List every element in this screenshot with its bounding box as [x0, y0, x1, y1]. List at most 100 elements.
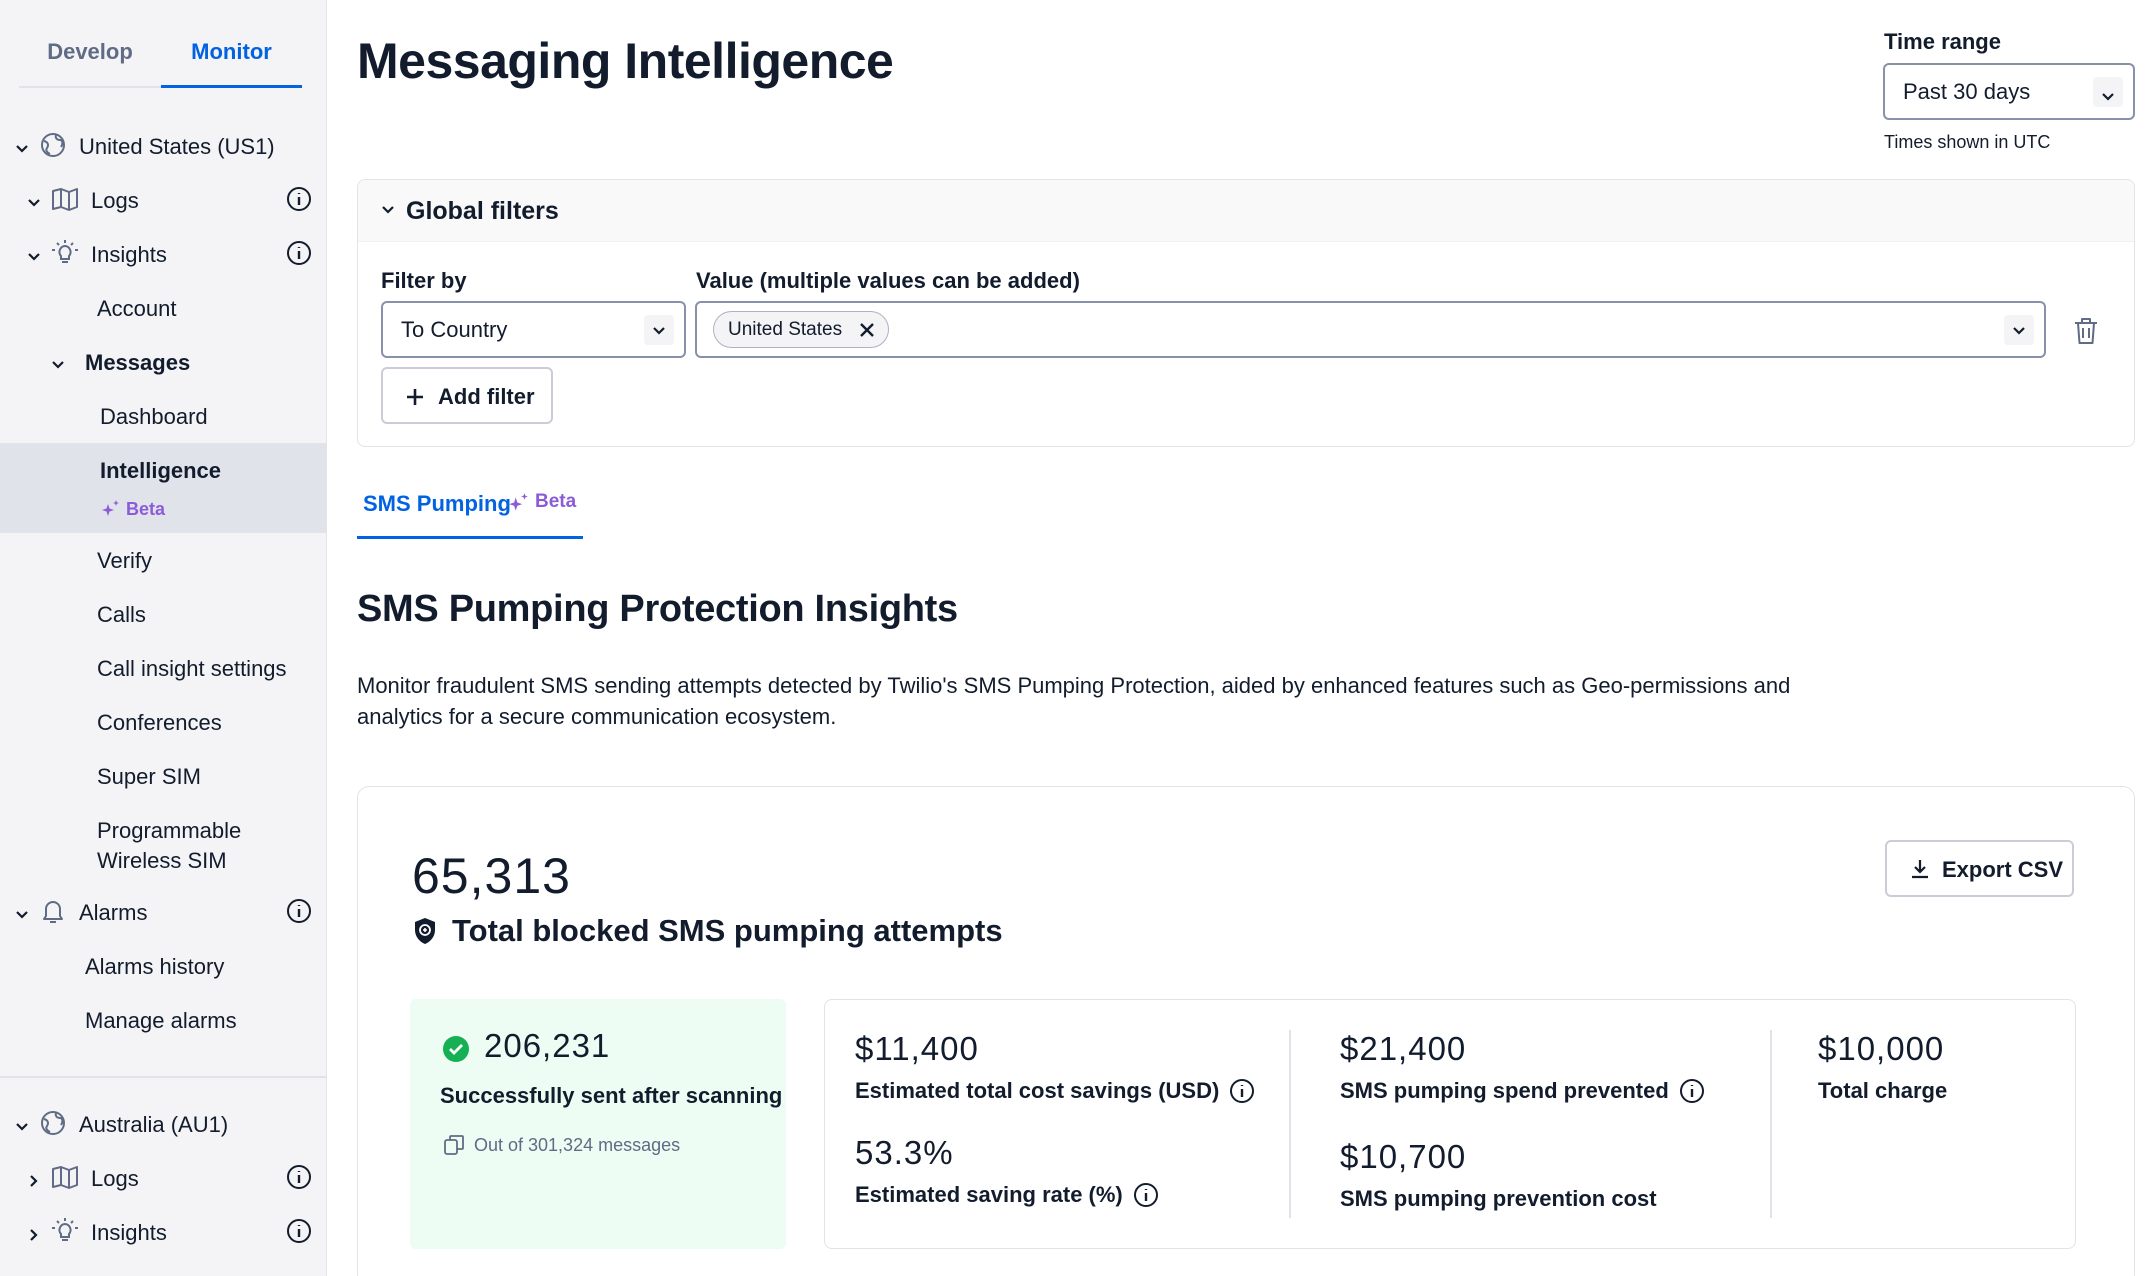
sent-after-scanning-label: Successfully sent after scanning	[440, 1083, 783, 1108]
metric-label: SMS pumping spend prevented	[1340, 1078, 1705, 1104]
time-range-select[interactable]: Past 30 days	[1883, 63, 2135, 120]
sidebar-item-au-insights[interactable]: Insights	[0, 1218, 326, 1250]
sidebar-item-label: Alarms history	[85, 954, 225, 979]
sidebar-item-label: Logs	[91, 188, 139, 213]
sidebar-item-label: Logs	[91, 1166, 139, 1191]
metric-prevention-cost: $10,700 SMS pumping prevention cost	[1340, 1138, 1657, 1212]
metric-label-text: Estimated saving rate (%)	[855, 1182, 1123, 1207]
sidebar-item-alarms-history[interactable]: Alarms history	[0, 954, 326, 984]
info-icon[interactable]	[1679, 1078, 1705, 1104]
chevron-down-icon	[2013, 327, 2025, 335]
sidebar-item-intelligence-label: Intelligence	[0, 458, 326, 488]
total-blocked-value: 65,313	[412, 848, 571, 904]
lightbulb-icon	[52, 1218, 78, 1241]
sidebar-item-dashboard[interactable]: Dashboard	[0, 404, 326, 434]
sidebar-divider	[0, 1076, 326, 1078]
sidebar-item-intelligence[interactable]	[0, 443, 326, 533]
metric-label-text: Total charge	[1818, 1078, 1948, 1103]
trash-icon[interactable]	[2072, 316, 2100, 346]
sidebar-item-account[interactable]: Account	[0, 296, 326, 326]
total-blocked-heading: Total blocked SMS pumping attempts	[412, 913, 1003, 949]
sidebar-item-label: Conferences	[97, 710, 222, 735]
chevron-right-icon	[30, 1229, 38, 1241]
time-help-text: Times shown in UTC	[1884, 132, 2051, 152]
time-range-chevron	[2093, 77, 2123, 107]
tab-develop[interactable]: Develop	[47, 39, 133, 64]
metric-label-text: SMS pumping spend prevented	[1340, 1078, 1669, 1103]
sidebar-item-label: Verify	[97, 548, 153, 573]
column-divider	[1770, 1030, 1772, 1218]
tab-active-indicator	[357, 536, 583, 539]
sidebar-item-label: Insights	[91, 242, 167, 267]
metric-value: 53.3%	[855, 1134, 954, 1171]
sidebar-item-alarms[interactable]: Alarms	[0, 898, 326, 930]
sidebar-item-programmable-wireless-sim[interactable]: Programmable Wireless SIM	[0, 818, 326, 878]
total-blocked-label: Total blocked SMS pumping attempts	[452, 913, 1003, 948]
sidebar-item-calls[interactable]: Calls	[0, 602, 326, 632]
sidebar-item-region-us[interactable]: United States (US1)	[0, 133, 326, 164]
metric-label: Estimated saving rate (%)	[855, 1182, 1159, 1208]
globe-icon	[41, 133, 65, 157]
filter-by-select[interactable]: To Country	[381, 301, 686, 358]
sidebar-item-manage-alarms[interactable]: Manage alarms	[0, 1008, 326, 1038]
sidebar-item-conferences[interactable]: Conferences	[0, 710, 326, 740]
sidebar-item-call-insight-settings[interactable]: Call insight settings	[0, 656, 326, 686]
metric-label: Total charge	[1818, 1078, 1947, 1104]
metric-value: $11,400	[855, 1030, 979, 1067]
sidebar-item-logs[interactable]: Logs	[0, 186, 326, 218]
sidebar-item-messages[interactable]: Messages	[0, 350, 326, 380]
global-filters-card: Global filters Filter by To Country Valu…	[357, 179, 2135, 447]
add-filter-button[interactable]: Add filter	[381, 367, 553, 424]
section-description: Monitor fraudulent SMS sending attempts …	[357, 673, 1791, 729]
value-pill-label: United States	[728, 319, 843, 340]
filter-by-value: To Country	[401, 317, 508, 342]
sidebar-item-verify[interactable]: Verify	[0, 548, 326, 578]
sidebar-item-super-sim[interactable]: Super SIM	[0, 764, 326, 794]
sidebar-item-label: Intelligence	[100, 458, 222, 483]
beta-label: Beta	[126, 498, 166, 519]
metric-spend-prevented: $21,400 SMS pumping spend prevented	[1340, 1030, 1705, 1104]
stats-card: 65,313 Total blocked SMS pumping attempt…	[357, 786, 2135, 1276]
close-icon[interactable]	[858, 321, 876, 339]
info-icon[interactable]	[1229, 1078, 1255, 1104]
sidebar-item-label: Insights	[91, 1220, 167, 1245]
chevron-down-icon	[16, 1123, 28, 1131]
tab-beta-label: Beta	[535, 491, 577, 512]
export-csv-button[interactable]: Export CSV	[1885, 840, 2074, 897]
sent-after-scanning-value: 206,231	[484, 1027, 611, 1064]
book-icon	[52, 188, 78, 211]
info-icon[interactable]	[1133, 1182, 1159, 1208]
sidebar-item-label: Account	[97, 296, 177, 321]
chevron-down-icon	[382, 206, 394, 214]
info-icon[interactable]	[286, 1218, 312, 1244]
tab-sms-pumping-label: SMS Pumping	[363, 491, 511, 516]
sidebar-item-label: Call insight settings	[97, 656, 287, 681]
sidebar-item-region-au[interactable]: Australia (AU1)	[0, 1111, 326, 1142]
sidebar-item-insights[interactable]: Insights	[0, 240, 326, 272]
out-of-messages: Out of 301,324 messages	[442, 1133, 680, 1157]
sidebar: Develop Monitor United States (US1) Logs…	[0, 0, 327, 1276]
shield-icon	[415, 918, 435, 944]
metric-label-text: Estimated total cost savings (USD)	[855, 1078, 1220, 1103]
download-icon	[1912, 860, 1928, 879]
sidebar-item-label: Programmable	[97, 818, 242, 843]
tab-monitor[interactable]: Monitor	[161, 22, 302, 88]
info-icon[interactable]	[286, 1164, 312, 1190]
time-range-label: Time range	[1884, 29, 2001, 54]
info-icon[interactable]	[286, 240, 312, 266]
sidebar-item-au-logs[interactable]: Logs	[0, 1164, 326, 1196]
info-icon[interactable]	[286, 898, 312, 924]
metric-value: $21,400	[1340, 1030, 1467, 1067]
global-filters-title: Global filters	[406, 197, 559, 225]
sidebar-item-label: Messages	[85, 350, 191, 375]
info-icon[interactable]	[286, 186, 312, 212]
value-multiselect[interactable]: United States	[695, 301, 2046, 358]
chevron-down-icon	[2102, 93, 2114, 101]
sidebar-item-label: Calls	[97, 602, 146, 627]
add-filter-label: Add filter	[438, 384, 535, 409]
sidebar-item-label: Manage alarms	[85, 1008, 237, 1033]
global-filters-header[interactable]: Global filters	[358, 180, 2134, 242]
plus-icon	[407, 389, 423, 405]
section-title: SMS Pumping Protection Insights	[357, 588, 958, 630]
chevron-down-icon	[28, 199, 40, 207]
